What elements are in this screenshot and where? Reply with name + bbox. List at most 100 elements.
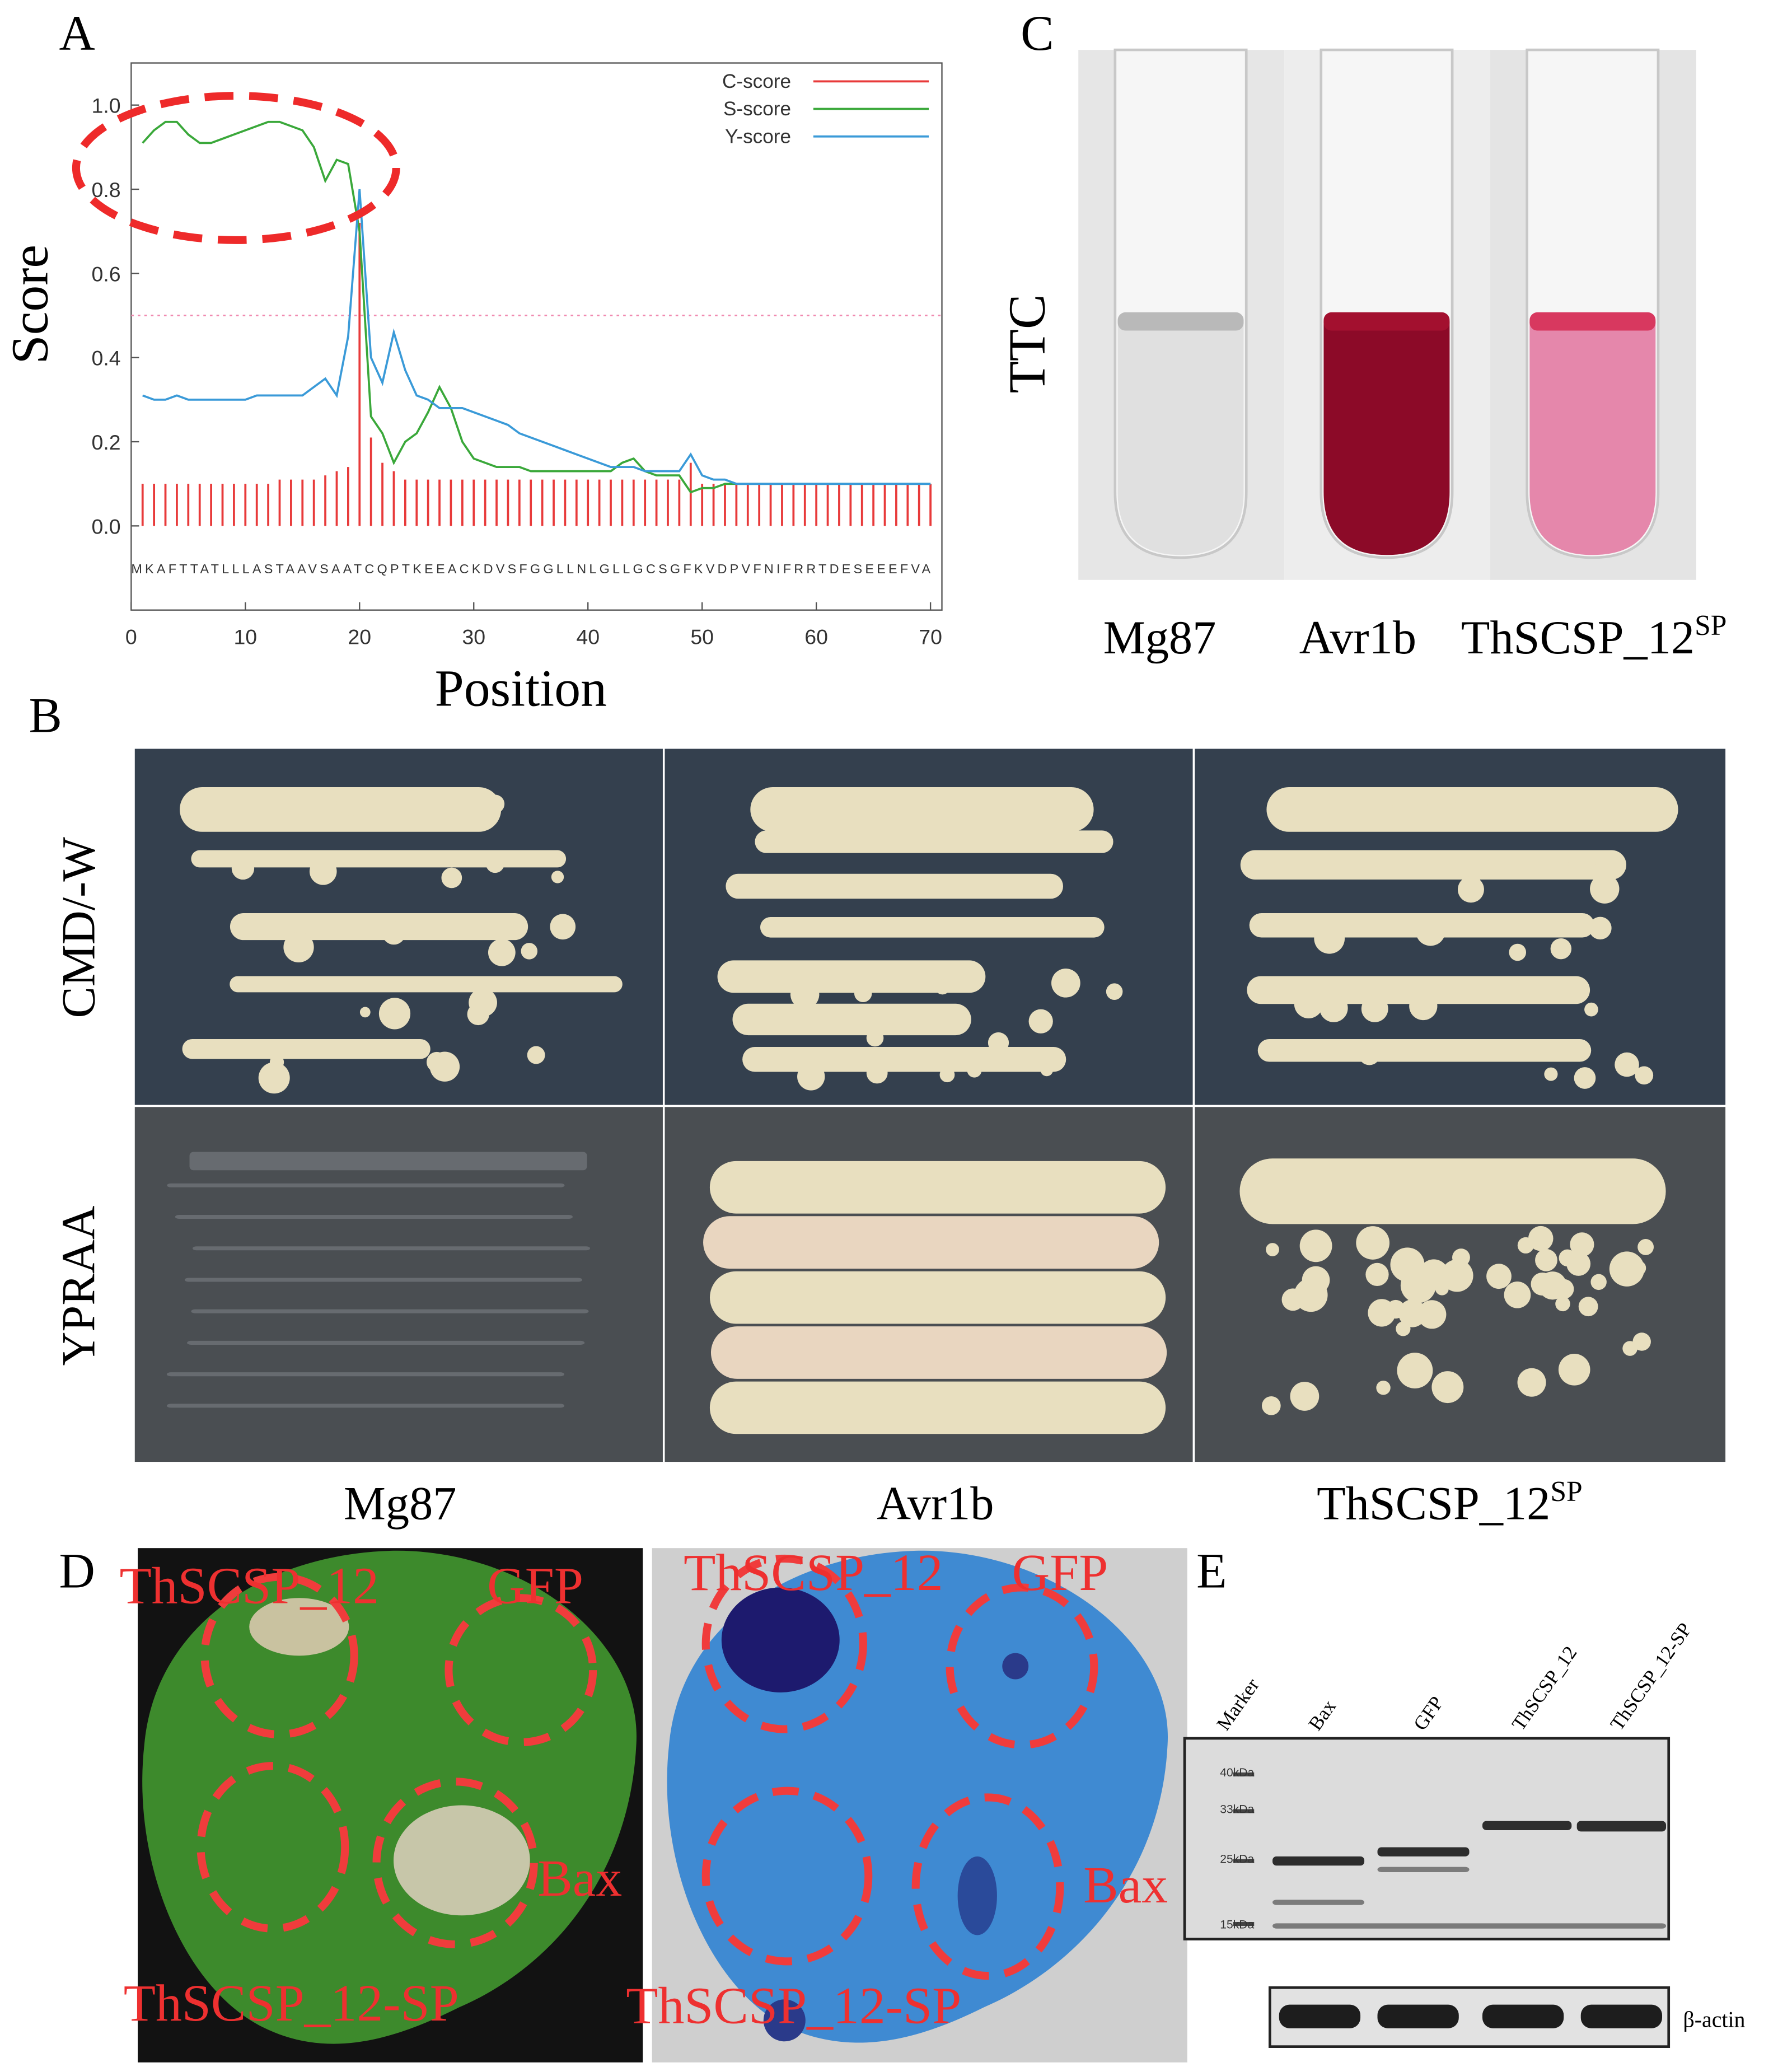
colony	[1356, 1226, 1390, 1260]
colony	[967, 1063, 982, 1078]
colony	[1517, 1368, 1546, 1397]
colony	[1509, 943, 1527, 961]
leaf-label: GFP	[487, 1557, 583, 1615]
colony	[469, 988, 497, 1017]
y-tick-label: 0.4	[91, 347, 120, 370]
protein-band	[1272, 1856, 1365, 1866]
panel-label: A	[59, 6, 95, 61]
actin-band	[1482, 2004, 1564, 2028]
colony	[309, 858, 337, 885]
decoration-layer	[133, 48, 1728, 2063]
highlight-ellipse	[72, 92, 400, 244]
colony	[485, 854, 504, 873]
colony-streak	[703, 1216, 1159, 1269]
colony	[429, 1051, 460, 1082]
colony-streak	[182, 1039, 431, 1059]
legend-label: Y-score	[725, 125, 791, 147]
colony	[1615, 1052, 1639, 1077]
x-tick-label: 10	[233, 625, 257, 649]
column-label: Mg87	[344, 1478, 457, 1530]
colony	[486, 794, 505, 813]
label-superscript: SP	[1695, 610, 1727, 642]
protein-band	[1482, 1821, 1572, 1830]
y-tick-label: 1.0	[91, 94, 120, 118]
y-tick-label: 0.6	[91, 262, 120, 286]
colony-streak	[1257, 1039, 1592, 1062]
x-tick-label: 30	[462, 625, 485, 649]
colony	[1397, 1353, 1433, 1388]
colony	[1590, 874, 1620, 904]
colony	[1435, 1282, 1449, 1296]
colony	[1544, 1067, 1558, 1081]
colony-streak	[1266, 787, 1678, 832]
faint-streak	[193, 1246, 591, 1251]
colony	[488, 938, 516, 966]
colony	[521, 943, 538, 960]
colony	[336, 787, 366, 816]
injection-circle	[911, 1793, 1064, 1980]
colony	[1550, 938, 1572, 960]
colony	[1589, 916, 1612, 940]
row-label: CMD/-W	[53, 837, 105, 1018]
colony	[441, 812, 460, 831]
colony	[381, 1000, 403, 1021]
colony	[1570, 1232, 1594, 1257]
injection-circle	[200, 1573, 358, 1738]
ladder-band	[1233, 1859, 1255, 1863]
colony-streak	[230, 913, 528, 941]
protein-band	[1272, 1900, 1365, 1905]
colony	[1386, 1299, 1405, 1319]
colony	[1528, 1226, 1554, 1251]
colony-streak	[732, 1003, 971, 1036]
column-label: Mg87	[1103, 612, 1216, 664]
colony-streak	[709, 1161, 1166, 1214]
x-tick-label: 0	[125, 625, 137, 649]
faint-streak	[167, 1183, 565, 1187]
colony-streak	[710, 1271, 1166, 1324]
colony	[1028, 1009, 1053, 1034]
panel-label: E	[1196, 1544, 1227, 1598]
colony	[1574, 1067, 1596, 1089]
colony	[1442, 803, 1462, 824]
faint-streak	[175, 1214, 573, 1219]
x-tick-label: 20	[348, 625, 371, 649]
colony	[938, 1015, 955, 1031]
colony	[527, 1046, 545, 1064]
column-label: ThSCSP_12SP	[1317, 1476, 1583, 1530]
colony	[1392, 798, 1410, 815]
colony	[382, 921, 406, 945]
colony	[1409, 992, 1438, 1021]
colony	[934, 979, 951, 995]
colony	[1457, 876, 1484, 903]
protein-band	[1377, 1867, 1470, 1872]
y-tick-label: 0.2	[91, 431, 120, 454]
colony	[1290, 1382, 1320, 1411]
colony	[1558, 1354, 1590, 1386]
colony	[1320, 994, 1348, 1022]
colony	[1555, 1296, 1570, 1312]
colony-streak	[760, 917, 1105, 938]
colony	[1294, 989, 1323, 1018]
colony	[1590, 1274, 1607, 1290]
colony	[1415, 916, 1445, 946]
legend-label: S-score	[723, 98, 791, 120]
colony-streak	[755, 830, 1113, 853]
colony	[1486, 1264, 1512, 1289]
colony	[550, 914, 576, 940]
column-label: Avr1b	[1299, 612, 1416, 664]
colony	[1261, 1396, 1281, 1415]
colony	[1106, 983, 1123, 1000]
label-text: ThSCSP_12	[1317, 1478, 1550, 1530]
colony	[797, 1063, 825, 1091]
colony	[258, 1062, 290, 1094]
colony	[1314, 923, 1345, 954]
faint-streak	[189, 1152, 587, 1171]
tube-meniscus	[1529, 312, 1656, 331]
tube-liquid	[1117, 321, 1244, 555]
colony	[1632, 1332, 1651, 1351]
colony-streak	[191, 850, 567, 868]
y-tick-label: 0.8	[91, 178, 120, 202]
injection-circle	[445, 1594, 597, 1747]
colony	[1051, 968, 1080, 998]
